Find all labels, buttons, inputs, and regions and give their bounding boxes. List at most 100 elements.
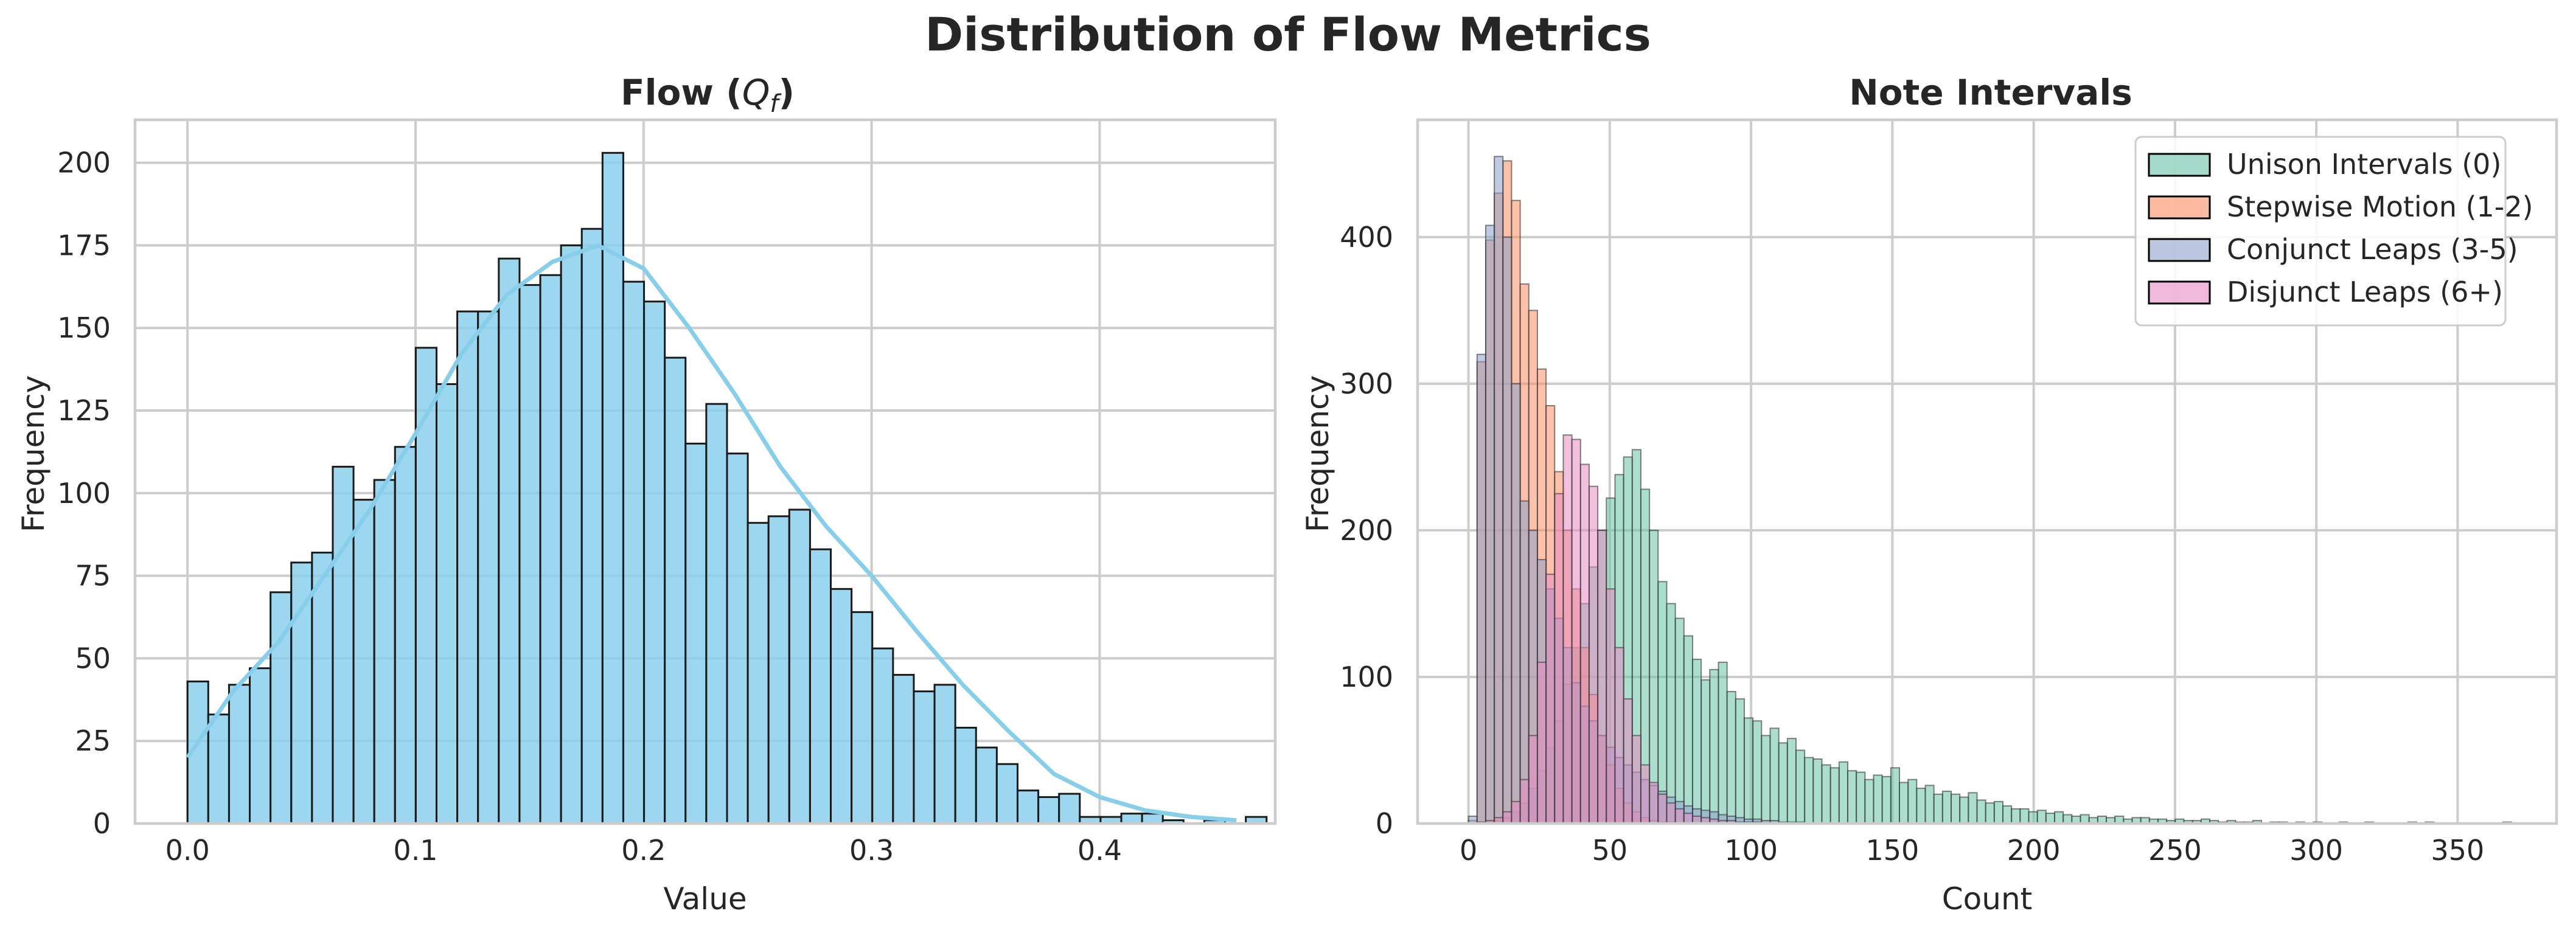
histogram-bar xyxy=(1959,796,1969,825)
histogram-bar xyxy=(207,713,230,825)
y-tick-label: 75 xyxy=(75,560,111,592)
histogram-bar xyxy=(726,453,749,825)
histogram-bar xyxy=(1485,224,1495,824)
histogram-bar xyxy=(705,403,728,825)
histogram-bar xyxy=(394,446,417,825)
histogram-bar xyxy=(332,465,355,825)
histogram-bar xyxy=(747,522,770,825)
histogram-bar xyxy=(1761,735,1771,824)
histogram-bar xyxy=(2028,811,2038,825)
histogram-bar xyxy=(1502,236,1513,825)
histogram-bar xyxy=(580,227,604,825)
y-tick-label: 200 xyxy=(1340,514,1393,547)
histogram-bar xyxy=(1476,353,1486,824)
histogram-bar xyxy=(1545,574,1556,825)
histogram-bar xyxy=(851,611,874,825)
histogram-bar xyxy=(1968,792,1978,824)
histogram-bar xyxy=(871,647,894,825)
histogram-bar xyxy=(1899,782,1909,824)
histogram-bar xyxy=(1120,813,1143,825)
flow-panel-title: Flow (Qf) xyxy=(621,72,795,118)
histogram-bar xyxy=(228,684,251,825)
legend-label: Unison Intervals (0) xyxy=(2227,148,2501,181)
note-intervals-bars xyxy=(1467,156,2512,825)
histogram-bar xyxy=(788,508,811,825)
histogram-bar xyxy=(1058,793,1081,825)
histogram-bar xyxy=(1511,800,1521,824)
y-tick-label: 25 xyxy=(75,724,111,757)
y-tick-label: 0 xyxy=(93,807,111,840)
histogram-bar xyxy=(539,274,562,825)
legend-label: Conjunct Leaps (3-5) xyxy=(2227,233,2518,266)
y-tick-label: 150 xyxy=(57,311,111,344)
x-tick-label: 0.4 xyxy=(1077,834,1122,867)
y-tick-label: 100 xyxy=(57,477,111,510)
histogram-bar xyxy=(498,257,521,825)
flow-y-axis-label: Frequency xyxy=(16,375,51,532)
y-tick-label: 300 xyxy=(1340,367,1393,400)
legend-swatch xyxy=(2148,153,2211,177)
histogram-bar xyxy=(664,356,687,825)
y-tick-label: 125 xyxy=(57,394,111,427)
histogram-bar xyxy=(1691,659,1702,824)
histogram-bar xyxy=(456,310,479,825)
histogram-bar xyxy=(892,674,915,825)
legend-swatch xyxy=(2148,280,2211,305)
legend-label: Disjunct Leaps (6+) xyxy=(2227,276,2503,308)
y-tick-label: 50 xyxy=(75,642,111,675)
note-intervals-panel-title: Note Intervals xyxy=(1849,72,2132,113)
histogram-bar xyxy=(1588,485,1599,824)
histogram-bar xyxy=(1657,581,1668,824)
histogram-bar xyxy=(1993,800,2004,824)
histogram-bar xyxy=(1804,757,1814,824)
histogram-bar xyxy=(1502,811,1513,825)
histogram-bar xyxy=(1743,717,1754,824)
histogram-bar xyxy=(2054,811,2064,825)
histogram-bar xyxy=(1951,793,1961,824)
histogram-bar xyxy=(1640,764,1651,825)
histogram-bar xyxy=(1916,788,1926,825)
note-intervals-x-tick-labels: 0 50 100 150 200 250 300 350 xyxy=(1460,834,2484,867)
note-intervals-axes-frame xyxy=(1416,118,2558,825)
histogram-bar xyxy=(1536,661,1547,824)
histogram-bar xyxy=(1649,529,1659,825)
y-tick-label: 0 xyxy=(1376,807,1393,840)
flow-kde-line xyxy=(186,243,1237,823)
histogram-bar xyxy=(1666,603,1676,824)
histogram-bar xyxy=(1511,383,1521,824)
y-tick-label: 200 xyxy=(57,147,111,179)
histogram-bar xyxy=(1752,720,1763,825)
histogram-bar xyxy=(1606,588,1616,824)
histogram-bar xyxy=(1838,761,1848,824)
x-tick-label: 0 xyxy=(1460,834,1477,867)
legend-swatch xyxy=(2148,238,2211,262)
histogram-bar xyxy=(1037,796,1060,825)
legend-box xyxy=(2134,136,2507,327)
histogram-bar xyxy=(913,690,936,825)
note-intervals-y-axis-label: Frequency xyxy=(1300,375,1335,532)
x-tick-label: 200 xyxy=(2007,834,2061,867)
histogram-bar xyxy=(830,588,853,825)
histogram-bar xyxy=(1821,764,1831,825)
histogram-bar xyxy=(1778,742,1788,825)
note-intervals-y-tick-labels: 0 100 200 300 400 xyxy=(1340,221,1393,840)
histogram-bar xyxy=(1735,698,1745,825)
histogram-bar xyxy=(518,284,541,825)
histogram-bar xyxy=(1709,668,1719,824)
histogram-bar xyxy=(995,763,1018,825)
histogram-bar xyxy=(249,667,272,825)
histogram-bar xyxy=(1933,793,1943,824)
histogram-bar xyxy=(1519,779,1530,824)
histogram-bar xyxy=(1631,735,1641,824)
histogram-bar xyxy=(622,280,646,825)
histogram-bar xyxy=(1554,493,1564,824)
x-tick-label: 350 xyxy=(2431,834,2485,867)
flow-x-tick-labels: 0.0 0.1 0.2 0.3 0.4 xyxy=(165,834,1122,867)
histogram-bar xyxy=(1528,735,1538,824)
histogram-bar xyxy=(1829,767,1840,825)
histogram-bar xyxy=(1579,463,1590,824)
histogram-bar xyxy=(2036,810,2047,825)
legend-label: Stepwise Motion (1-2) xyxy=(2227,190,2533,223)
histogram-bar xyxy=(1924,785,1935,825)
